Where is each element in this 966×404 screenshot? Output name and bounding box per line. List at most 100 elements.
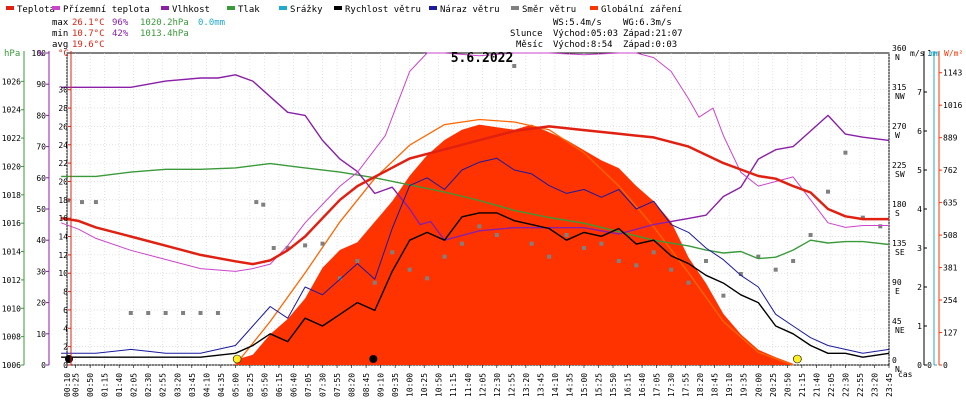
humidity-axis-label: 70 (36, 143, 46, 152)
wind-direction-point (303, 243, 308, 248)
x-tick-label: 15:25 (594, 373, 603, 397)
wind-direction-point (425, 276, 430, 281)
x-tick-label: 06:40 (289, 373, 298, 397)
x-tick-label: 08:20 (348, 373, 357, 397)
legend-swatch (279, 6, 287, 10)
x-tick-label: 18:20 (696, 373, 705, 397)
stats-avg-label: avg (52, 40, 68, 50)
temperature-axis-label: 26 (58, 122, 68, 131)
x-tick-label: 05:50 (260, 373, 269, 397)
legend-swatch (334, 6, 342, 10)
wind-direction-point (686, 280, 691, 285)
wind-direction-point (773, 267, 778, 272)
stats-min-label: min (52, 29, 68, 39)
stats-max-hum: 96% (112, 18, 129, 28)
x-tick-label: 13:20 (522, 373, 531, 397)
pressure-axis-label: 1016 (2, 219, 21, 228)
stats-min-press: 1013.4hPa (140, 29, 189, 39)
x-tick-label: 21:40 (812, 373, 821, 397)
wind-direction-point (215, 311, 220, 315)
x-tick-label: 00:50 (86, 373, 95, 397)
wind-direction-point (599, 241, 604, 246)
wind-direction-point (128, 311, 133, 315)
series-rychlost-vetru (61, 212, 890, 358)
x-tick-label: 10:00 (406, 373, 415, 397)
wind-direction-point (721, 293, 726, 298)
x-tick-label: 22:55 (856, 373, 865, 397)
dir-axis-compass: N (895, 365, 900, 374)
temperature-unit: °C (58, 49, 69, 59)
legend-label: Globální záření (601, 5, 682, 15)
x-tick-label: 12:05 (478, 373, 487, 397)
x-tick-label: 20:25 (769, 373, 778, 397)
x-tick-label: 10:50 (435, 373, 444, 397)
x-tick-label: 12:55 (507, 373, 516, 397)
dir-axis-compass: S (895, 209, 900, 218)
temperature-axis-label: 22 (58, 159, 68, 168)
humidity-axis-label: 0 (41, 361, 46, 370)
legend-swatch (52, 6, 60, 10)
legend-label: Přízemní teplota (63, 5, 150, 15)
wind-direction-point (79, 200, 84, 205)
rain-axis-label: 1 (927, 49, 932, 58)
x-tick-label: 01:15 (101, 373, 110, 397)
x-tick-label: 23:20 (870, 373, 879, 397)
moon-rise: Východ:8:54 (553, 40, 613, 50)
x-tick-label: 07:05 (304, 373, 313, 397)
series-tlak (61, 162, 890, 260)
stats-min-hum: 42% (112, 29, 129, 39)
wind-direction-point (93, 200, 98, 205)
dir-axis-value: 135 (892, 239, 907, 248)
x-tick-label: 01:40 (115, 373, 124, 397)
x-tick-label: 02:30 (144, 373, 153, 397)
radiation-axis-label: 762 (943, 166, 958, 175)
chart-date: 5.6.2022 (451, 51, 514, 66)
sun-event-marker (232, 354, 242, 364)
legend-label: Tlak (238, 5, 260, 15)
humidity-unit: % (38, 49, 44, 59)
x-tick-label: 16:40 (638, 373, 647, 397)
x-tick-label: 08:45 (362, 373, 371, 397)
radiation-axis-label: 254 (943, 296, 958, 305)
temperature-axis-label: 6 (63, 306, 68, 315)
x-tick-label: 22:30 (841, 373, 850, 397)
sun-moon-block: WS:5.4m/s WG:6.3m/s Slunce Východ:05:03 … (510, 18, 683, 50)
humidity-axis-label: 40 (36, 236, 46, 245)
x-tick-label: 12:30 (493, 373, 502, 397)
moon-event-marker (369, 355, 378, 363)
pressure-axis-label: 1014 (2, 248, 21, 257)
series-teplota (60, 125, 889, 266)
stats-max-label: max (52, 18, 69, 28)
wind-direction-point (320, 241, 325, 246)
wind-direction-point (494, 233, 499, 237)
x-tick-label: 04:10 (202, 373, 211, 397)
temperature-axis-label: 12 (58, 251, 68, 260)
legend-label: Teplota (17, 5, 55, 15)
temperature-axis-label: 8 (63, 288, 68, 297)
stats-avg-temp: 19.6°C (72, 40, 105, 50)
wind-direction-point (564, 233, 569, 237)
wind-direction-point (355, 259, 360, 263)
plot-area (60, 52, 890, 366)
wind-direction-point (271, 246, 276, 250)
dir-axis-compass: NE (895, 326, 905, 335)
wind-ws: WS:5.4m/s (553, 18, 602, 28)
x-tick-label: 16:15 (624, 373, 633, 397)
rain-axis-label: 0 (927, 361, 932, 370)
humidity-axis-label: 10 (36, 330, 46, 339)
pressure-axis-label: 1008 (2, 333, 21, 342)
temperature-axis-label: 16 (58, 214, 68, 223)
radiation-axis-label: 0 (943, 361, 948, 370)
humidity-axis-label: 20 (36, 299, 46, 308)
moon-set: Západ:0:03 (623, 40, 677, 50)
stats-block: max 26.1°C 96% 1020.2hPa 0.0mm min 10.7°… (52, 18, 225, 50)
wind-axis-label: 2 (917, 283, 922, 292)
wind-direction-point (756, 254, 761, 259)
dir-axis-value: 270 (892, 122, 907, 131)
wind-axis-label: 4 (917, 205, 922, 214)
wind-direction-point (459, 241, 464, 246)
series-prizemni-teplota (60, 52, 889, 272)
wind-direction-point (181, 311, 186, 315)
